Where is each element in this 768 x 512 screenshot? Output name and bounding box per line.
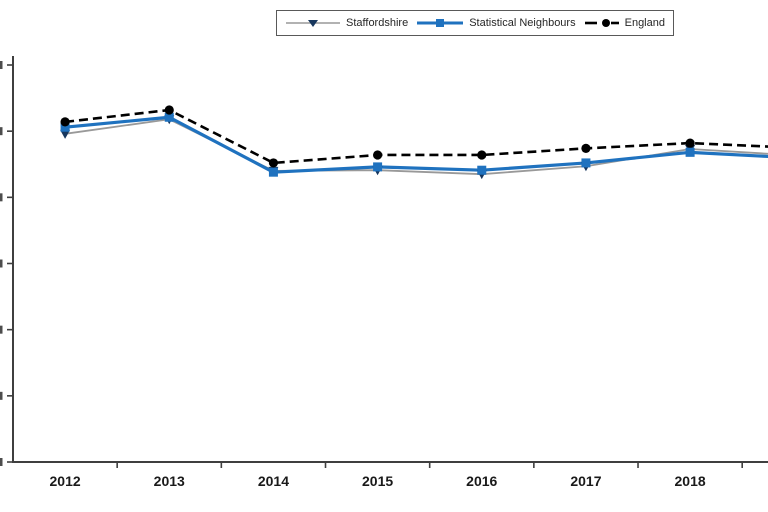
statistical-neighbours-legend-line-icon xyxy=(416,17,464,29)
clipped-y-axis-label-fragment xyxy=(0,127,3,136)
legend-item-statistical-neighbours: Statistical Neighbours xyxy=(416,17,576,29)
clipped-y-axis-label-fragment xyxy=(0,61,3,69)
x-axis-label-2015: 2015 xyxy=(362,473,393,489)
marker-england-2014 xyxy=(268,158,279,168)
marker-statistical-neighbours-2015 xyxy=(373,162,383,172)
legend-label-staffordshire: Staffordshire xyxy=(346,17,409,29)
marker-statistical-neighbours-2018 xyxy=(685,147,695,157)
marker-england-2016 xyxy=(477,150,487,160)
marker-statistical-neighbours-2014 xyxy=(268,167,278,177)
marker-england-2013 xyxy=(164,105,174,115)
x-axis-label-2014: 2014 xyxy=(258,473,289,489)
legend-label-england: England xyxy=(624,17,665,29)
marker-england-2015 xyxy=(372,150,383,160)
clipped-y-axis-label-fragment xyxy=(0,193,3,202)
series-line-statistical-neighbours xyxy=(64,115,768,174)
marker-england-2012 xyxy=(60,117,70,127)
x-axis-label-2017: 2017 xyxy=(570,473,601,489)
staffordshire-legend-line-icon xyxy=(285,17,341,29)
x-axis-label-2012: 2012 xyxy=(50,473,81,489)
x-axis-label-2013: 2013 xyxy=(154,473,185,489)
series-line-england xyxy=(64,108,768,165)
marker-england-2017 xyxy=(581,143,591,153)
marker-staffordshire-2012 xyxy=(60,129,71,139)
chart-legend: Staffordshire Statistical Neighbours Eng… xyxy=(276,10,674,36)
legend-item-staffordshire: Staffordshire xyxy=(285,17,408,29)
marker-statistical-neighbours-2017 xyxy=(581,158,591,168)
marker-statistical-neighbours-2013 xyxy=(164,112,174,122)
legend-item-england: England xyxy=(584,17,665,29)
marker-statistical-neighbours-2016 xyxy=(477,165,487,175)
clipped-y-axis-label-fragment xyxy=(0,458,3,466)
x-axis-label-2016: 2016 xyxy=(466,473,497,489)
legend-label-statistical-neighbours: Statistical Neighbours xyxy=(469,17,576,29)
series-line-staffordshire xyxy=(64,118,768,176)
marker-england-2018 xyxy=(685,138,695,148)
x-axis-label-2018: 2018 xyxy=(675,473,706,489)
clipped-y-axis-label-fragment xyxy=(0,325,3,334)
clipped-y-axis-label-fragment xyxy=(0,259,3,268)
marker-statistical-neighbours-2012 xyxy=(60,122,70,132)
clipped-y-axis-label-fragment xyxy=(0,391,3,400)
england-legend-line-icon xyxy=(584,17,620,29)
